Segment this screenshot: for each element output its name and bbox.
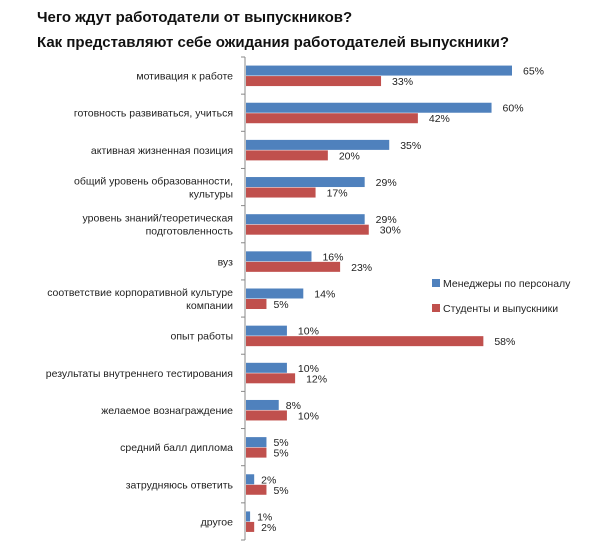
bar-managers <box>246 437 267 448</box>
data-label: 20% <box>339 150 360 162</box>
chart-title-line-1: Чего ждут работодатели от выпускников? <box>37 9 353 26</box>
data-label: 16% <box>322 251 343 263</box>
bar-managers <box>246 251 312 262</box>
bar-students <box>246 76 382 87</box>
data-label: 12% <box>306 373 327 385</box>
category-label: культуры <box>189 189 233 201</box>
data-label: 10% <box>298 363 319 375</box>
bar-managers <box>246 65 512 76</box>
category-label: общий уровень образованности, <box>74 176 233 188</box>
category-label: уровень знаний/теоретическая <box>83 213 233 225</box>
data-label: 2% <box>261 522 276 534</box>
bar-managers <box>246 102 492 113</box>
bar-managers <box>246 362 287 373</box>
data-label: 29% <box>376 214 397 226</box>
data-label: 42% <box>429 113 450 125</box>
category-label: готовность развиваться, учиться <box>74 108 233 120</box>
data-label: 5% <box>273 485 288 497</box>
data-label: 5% <box>273 448 288 460</box>
bar-managers <box>246 474 255 485</box>
data-label: 35% <box>400 140 421 152</box>
data-label: 2% <box>261 474 276 486</box>
bar-students <box>246 150 328 161</box>
bar-managers <box>246 325 287 336</box>
bar-managers <box>246 214 365 225</box>
category-label: активная жизненная позиция <box>91 145 233 157</box>
data-label: 33% <box>392 76 413 88</box>
category-label: результаты внутреннего тестирования <box>46 368 233 380</box>
bar-students <box>246 484 267 495</box>
data-label: 65% <box>523 66 544 78</box>
bar-students <box>246 299 267 309</box>
bar-students <box>246 113 418 124</box>
legend-label: Менеджеры по персоналу <box>443 278 571 290</box>
legend-swatch <box>432 279 440 287</box>
bar-students <box>246 224 369 235</box>
category-label: другое <box>201 516 234 528</box>
bar-managers <box>246 177 365 188</box>
category-label: мотивация к работе <box>136 71 233 83</box>
data-label: 60% <box>503 103 524 115</box>
data-label: 29% <box>376 177 397 189</box>
data-label: 23% <box>351 262 372 274</box>
bar-students <box>246 261 341 272</box>
bar-students <box>246 410 287 421</box>
data-label: 10% <box>298 326 319 338</box>
data-label: 10% <box>298 410 319 422</box>
category-label: средний балл диплома <box>120 442 233 454</box>
chart-title-line-2: Как представляют себе ожидания работодат… <box>37 34 510 51</box>
category-label: компании <box>186 300 233 312</box>
category-label: опыт работы <box>171 331 233 343</box>
category-label: соответствие корпоративной культуре <box>47 287 233 299</box>
data-label: 58% <box>494 336 515 348</box>
data-label: 5% <box>273 437 288 449</box>
bar-managers <box>246 139 390 150</box>
bar-students <box>246 336 484 347</box>
legend-swatch <box>432 304 440 312</box>
legend-label: Студенты и выпускники <box>443 303 558 315</box>
data-label: 1% <box>257 511 272 523</box>
category-label: желаемое вознаграждение <box>101 405 233 417</box>
bar-students <box>246 521 255 532</box>
bar-managers <box>246 288 304 299</box>
bar-students <box>246 373 296 384</box>
data-label: 5% <box>273 299 288 311</box>
data-label: 14% <box>314 289 335 301</box>
data-label: 17% <box>327 188 348 200</box>
category-label: вуз <box>218 256 234 268</box>
bar-managers <box>246 511 251 522</box>
bar-students <box>246 187 316 198</box>
bar-managers <box>246 399 279 410</box>
bar-students <box>246 447 267 458</box>
data-label: 8% <box>286 400 301 412</box>
category-label: затрудняюсь ответить <box>126 479 234 491</box>
category-label: подготовленность <box>146 226 234 238</box>
data-label: 30% <box>380 225 401 237</box>
